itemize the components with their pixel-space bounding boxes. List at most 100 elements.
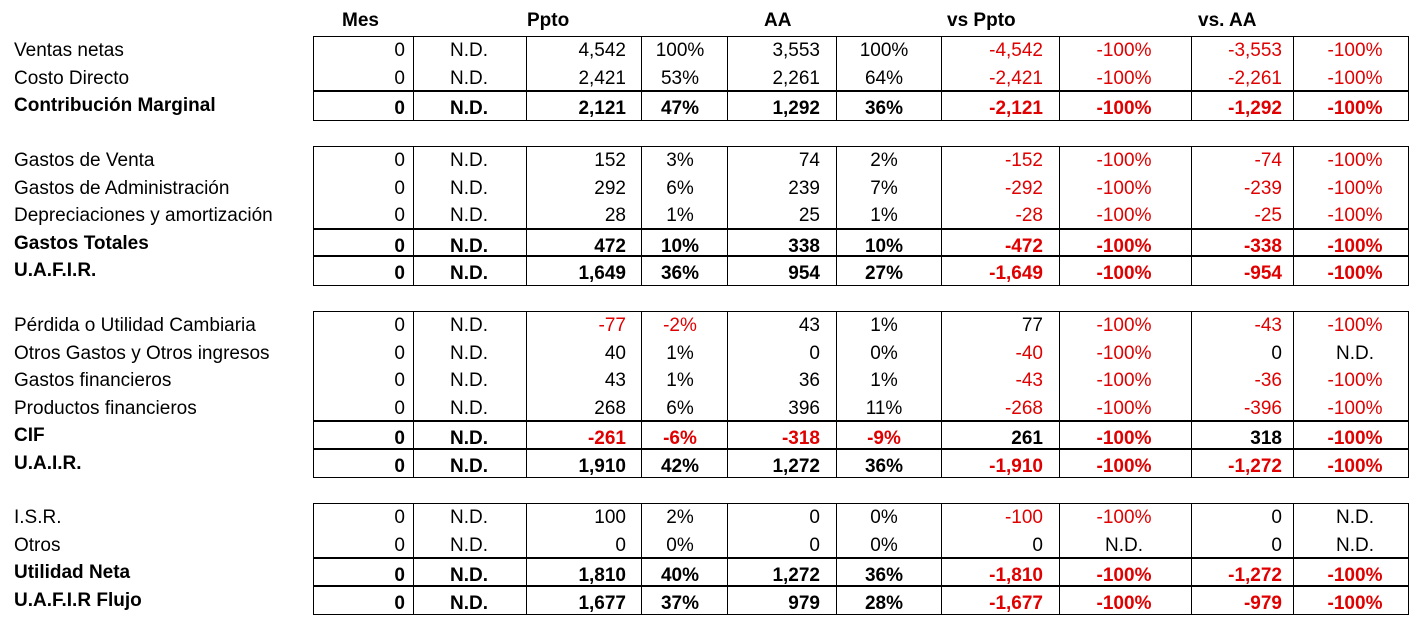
table-cell: -100% [1327, 456, 1383, 477]
table-cell: 36% [660, 263, 700, 284]
table-cell: 261 [1011, 428, 1043, 449]
column-divider [1293, 503, 1294, 615]
table-cell: 0 [809, 535, 820, 556]
column-divider [526, 503, 527, 615]
column-divider [1191, 311, 1192, 478]
table-cell: 1% [870, 205, 898, 226]
table-row: 0 N.D. 40 1% 0 0% -40 -100% 0 N.D. [313, 340, 1409, 367]
table-cell: N.D. [450, 507, 488, 528]
table-cell: -28 [1015, 205, 1043, 226]
table-row: 0 N.D. 1,649 36% 954 27% -1,649 -100% -954 -100% [313, 255, 1409, 284]
table-cell: -43 [1254, 315, 1282, 336]
table-cell: 37% [660, 593, 700, 614]
column-divider [526, 146, 527, 286]
row-label: CIF [14, 425, 45, 446]
column-divider [836, 311, 837, 478]
column-divider [1191, 503, 1192, 615]
table-cell: 40% [660, 565, 700, 586]
column-divider [413, 503, 414, 615]
table-cell: 1,292 [772, 98, 820, 119]
table-cell: 2,421 [578, 68, 626, 89]
table-cell: -9% [867, 428, 901, 449]
row-label: Productos financieros [14, 398, 197, 419]
table-row: 0 N.D. 472 10% 338 10% -472 -100% -338 -100% [313, 228, 1409, 257]
table-cell: 1,649 [578, 263, 626, 284]
table-cell: -100% [1327, 178, 1383, 199]
column-divider [727, 311, 728, 478]
table-cell: -2,261 [1228, 68, 1282, 89]
table-cell: -74 [1254, 150, 1282, 171]
row-label: Gastos financieros [14, 370, 172, 391]
table-row: 0 N.D. -261 -6% -318 -9% 261 -100% 318 -100% [313, 420, 1409, 449]
table-cell: N.D. [450, 150, 488, 171]
section-box [313, 311, 1409, 478]
header-vs-aa: vs. AA [1198, 10, 1257, 31]
table-cell: 6% [666, 178, 694, 199]
table-cell: N.D. [450, 98, 488, 119]
table-cell: 2% [666, 507, 694, 528]
table-cell: N.D. [450, 263, 488, 284]
table-cell: 28 [604, 205, 626, 226]
table-cell: 3% [666, 150, 694, 171]
table-cell: 396 [788, 398, 820, 419]
table-cell: 3,553 [772, 40, 820, 61]
table-cell: 43 [798, 315, 820, 336]
table-row: 0 N.D. 0 0% 0 0% 0 N.D. 0 N.D. [313, 532, 1409, 559]
table-cell: 0 [394, 98, 405, 119]
table-cell: 11% [865, 398, 903, 419]
column-divider [413, 311, 414, 478]
header-mes: Mes [342, 10, 379, 31]
table-cell: 0 [615, 535, 626, 556]
column-divider [727, 146, 728, 286]
table-cell: 77 [1021, 315, 1043, 336]
row-label: Pérdida o Utilidad Cambiaria [14, 315, 256, 336]
table-cell: 0 [394, 565, 405, 586]
table-cell: -100% [1327, 315, 1383, 336]
table-cell: -1,677 [989, 593, 1043, 614]
table-cell: -100% [1327, 398, 1383, 419]
row-label: U.A.F.I.R. [14, 260, 97, 281]
column-divider [727, 36, 728, 121]
section-box [313, 36, 1409, 121]
table-cell: -100% [1327, 593, 1383, 614]
table-cell: N.D. [450, 593, 488, 614]
table-cell: 0 [809, 343, 820, 364]
table-cell: 36% [864, 456, 904, 477]
column-divider [641, 36, 642, 121]
table-cell: 0 [394, 370, 405, 391]
table-cell: -100% [1096, 205, 1152, 226]
table-cell: -979 [1243, 593, 1282, 614]
table-cell: -100% [1327, 150, 1383, 171]
table-cell: -100% [1096, 593, 1152, 614]
table-cell: 0 [394, 593, 405, 614]
column-divider [526, 36, 527, 121]
column-divider [641, 146, 642, 286]
table-cell: -2% [663, 315, 697, 336]
column-divider [413, 36, 414, 121]
table-cell: N.D. [450, 398, 488, 419]
table-cell: 74 [798, 150, 820, 171]
column-divider [1293, 146, 1294, 286]
table-cell: 1,910 [578, 456, 626, 477]
table-cell: 292 [594, 178, 626, 199]
table-cell: 338 [788, 236, 820, 257]
table-row: 0 N.D. 152 3% 74 2% -152 -100% -74 -100% [313, 147, 1409, 174]
column-divider [1059, 311, 1060, 478]
table-row: 0 N.D. 2,121 47% 1,292 36% -2,121 -100% -1,292 -1… [313, 90, 1409, 119]
table-cell: -3,553 [1228, 40, 1282, 61]
table-cell: 43 [604, 370, 626, 391]
table-cell: 0 [1271, 507, 1282, 528]
row-label: Otros [14, 535, 61, 556]
table-cell: 239 [788, 178, 820, 199]
table-cell: -100% [1096, 236, 1152, 257]
table-cell: 1,272 [772, 565, 820, 586]
table-cell: 1,810 [578, 565, 626, 586]
section-box [313, 146, 1409, 286]
table-cell: -1,649 [989, 263, 1043, 284]
table-cell: -100% [1096, 456, 1152, 477]
table-cell: 268 [594, 398, 626, 419]
table-cell: -40 [1015, 343, 1043, 364]
table-cell: 10% [864, 236, 904, 257]
table-cell: -338 [1243, 236, 1282, 257]
